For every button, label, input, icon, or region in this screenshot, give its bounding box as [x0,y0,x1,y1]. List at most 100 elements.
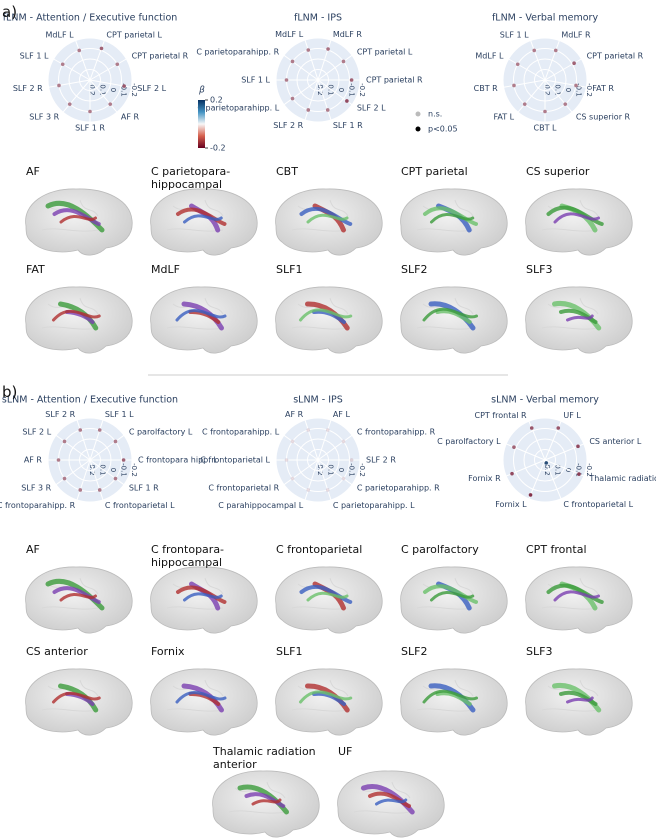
fiber-bundle [299,206,353,226]
data-point [121,458,126,462]
data-point [77,48,82,53]
data-point [306,488,311,492]
category-label: CPT parietal R [366,76,423,85]
brain-render [25,188,133,256]
brain-shape [275,188,383,256]
spoke [317,459,353,486]
data-point [325,428,330,432]
data-point [306,108,311,112]
brain-render [275,188,383,256]
brain-shape [25,668,133,736]
data-point [56,458,61,462]
category-label: SLF 2 R [45,410,75,419]
data-point [553,48,558,53]
spoke [317,419,332,461]
data-point [99,46,104,51]
tract-label: C frontopara- hippocampal [151,543,225,569]
fiber-bundle [430,213,475,224]
data-point [512,445,516,449]
spoke [48,79,91,88]
data-point [108,102,113,106]
category-label: C frontopara hipp. L [138,456,218,465]
data-point [57,83,61,88]
fiber-bundle [312,309,346,324]
chart-title: sLNM - Verbal memory [491,395,599,406]
category-label: CPT parietal R [132,52,189,61]
data-point [510,471,514,476]
data-point [512,83,516,88]
brain-shape [275,668,383,736]
category-label: C frontoparietal L [563,500,633,509]
brain-shape [150,566,258,634]
grid-ring [513,428,577,492]
brain-shape [400,566,508,634]
spoke [89,419,104,461]
brain-shape [337,770,445,838]
category-label: MdLF R [333,30,363,39]
spoke [503,79,546,88]
r-tick-label: 0 [109,468,117,472]
data-point [349,458,354,462]
r-tick-label: -0.1 [348,463,356,477]
spoke [55,434,91,461]
category-label: MdLF L [275,30,304,39]
brain-render [150,668,258,736]
category-label: CS superior R [576,112,631,121]
fiber-bundle [305,683,350,713]
fiber-bundle [312,691,346,706]
spoke [517,79,546,113]
brain-render [150,566,258,634]
fiber-bundle [552,300,602,331]
category-label: C parietoparahipp. R [196,47,279,56]
spoke [283,459,319,486]
fiber-bundle [435,309,472,324]
spoke [89,79,118,113]
data-point [341,59,346,64]
chart-title: fLNM - IPS [294,13,342,24]
spoke [283,79,319,106]
r-tick-label: -0.1 [120,83,128,97]
data-point [60,62,65,67]
r-tick-label: 0.1 [99,84,107,95]
spoke [53,58,91,81]
brain-shape [275,566,383,634]
data-point [67,102,72,106]
spoke [283,54,319,81]
data-point [349,78,354,82]
brain-render [525,286,633,354]
category-label: AF R [121,112,140,121]
tract-label: C parietopara- hippocampal [151,165,231,191]
data-point [528,493,533,497]
fiber-bundle [251,798,282,806]
data-point [522,102,527,106]
fiber-bundle [559,690,598,706]
fiber-bundle [299,690,353,704]
brain-shape [150,668,258,736]
spoke [304,459,319,501]
data-point [345,99,349,103]
fiber-bundle [176,585,227,604]
brain-render [25,668,133,736]
spoke [544,40,560,81]
panel-label: a) [2,3,18,21]
category-label: SLF 1 L [500,30,529,39]
data-point [532,48,537,53]
r-tick-label: -0.1 [575,83,583,97]
spoke [89,459,125,486]
category-label: C parolfactory L [129,427,193,436]
brain-render [400,286,508,354]
brain-shape [525,668,633,736]
category-label: SLF 2 R [13,84,43,93]
tract-label: CS anterior [26,645,88,658]
brain-render [337,770,445,838]
data-point [326,47,330,51]
category-label: MdLF R [561,30,591,39]
fiber-bundle [305,301,350,331]
chart-title: fLNM - Attention / Executive function [3,13,178,24]
category-label: FAT L [494,112,515,121]
tract-label: Thalamic radiation anterior [213,745,316,771]
spoke [528,459,546,499]
r-tick-label: 0 [337,88,345,92]
brain-render [525,188,633,256]
